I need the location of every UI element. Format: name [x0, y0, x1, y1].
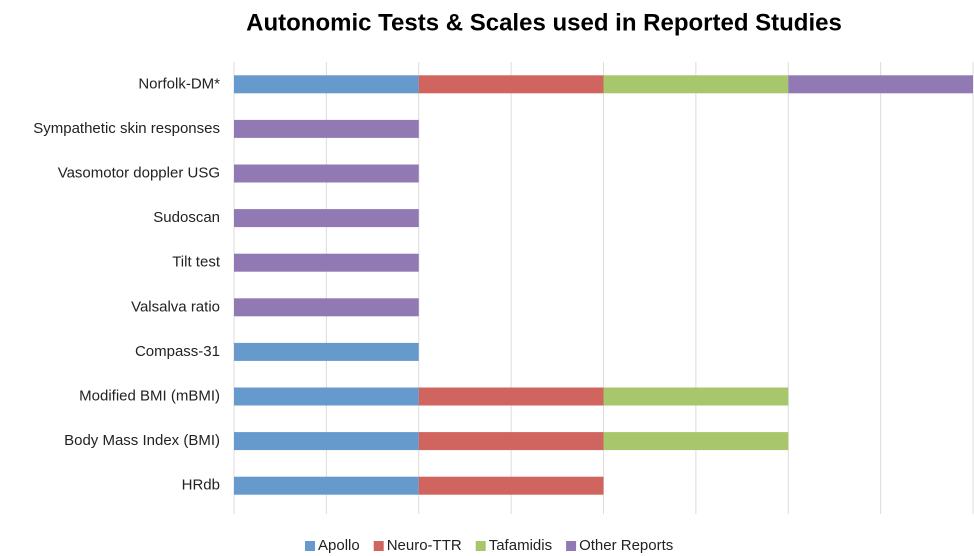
y-tick-label: Compass-31 — [135, 343, 220, 360]
bar-segment — [603, 432, 789, 451]
bar-segment — [603, 387, 789, 406]
bar-segment — [603, 75, 789, 94]
bar-segment — [234, 342, 419, 361]
y-tick-label: Valsalva ratio — [131, 298, 220, 315]
bar-segment — [234, 75, 419, 94]
y-tick-label: Vasomotor doppler USG — [58, 164, 220, 181]
y-tick-label: HRdb — [182, 477, 220, 494]
bar-segment — [234, 119, 419, 138]
bar-segment — [418, 476, 604, 495]
bar-segment — [234, 164, 419, 183]
bar-segment — [418, 387, 604, 406]
bar-segment — [234, 387, 419, 406]
legend-label: Other Reports — [579, 537, 673, 554]
legend-label: Apollo — [318, 537, 360, 554]
y-tick-label: Tilt test — [172, 254, 221, 271]
y-tick-label: Modified BMI (mBMI) — [79, 387, 220, 404]
chart-title: Autonomic Tests & Scales used in Reporte… — [246, 9, 842, 36]
legend-swatch — [305, 541, 315, 551]
legend-swatch — [475, 541, 486, 551]
legend-swatch — [373, 541, 384, 551]
legend-label: Neuro-TTR — [387, 537, 462, 554]
bar-segment — [234, 298, 419, 317]
legend-swatch — [566, 541, 577, 551]
bar-segment — [234, 209, 419, 228]
y-tick-label: Sympathetic skin responses — [33, 120, 220, 137]
bar-segment — [234, 253, 419, 272]
bar-segment — [418, 432, 604, 451]
bar-segment — [234, 476, 419, 495]
y-tick-label: Norfolk-DM* — [138, 75, 220, 92]
y-tick-label: Sudoscan — [153, 209, 220, 226]
y-tick-label: Body Mass Index (BMI) — [64, 432, 220, 449]
bar-segment — [234, 432, 419, 451]
bar-segment — [418, 75, 604, 94]
legend-label: Tafamidis — [489, 537, 552, 554]
bar-segment — [788, 75, 973, 94]
